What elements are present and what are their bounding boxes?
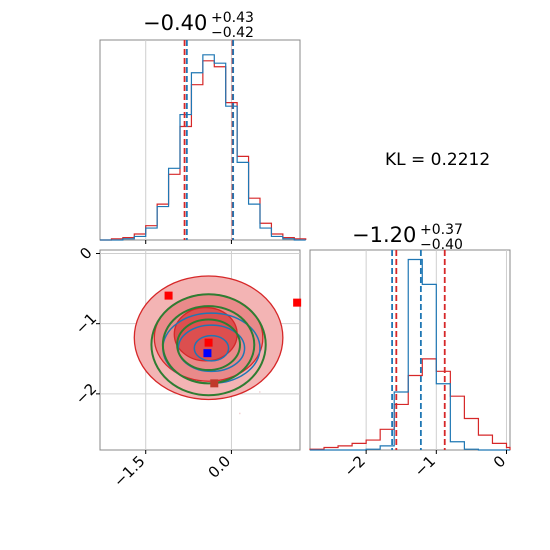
right-histogram-panel: −2 −1 0 −1.20 +0.37 −0.40	[309, 222, 511, 480]
green-contour-1	[161, 305, 256, 385]
right-title-sup: +0.37	[420, 222, 463, 238]
joint-y-tick-label-0: 0	[76, 244, 95, 263]
green-contour-0	[150, 293, 267, 397]
kl-annotation: KL = 0.2212	[385, 150, 490, 170]
top-histogram-grid	[145, 40, 232, 244]
right-x-tick-label-2: 0	[490, 452, 509, 471]
right-title-main: −1.20	[352, 223, 416, 247]
right-histogram-quantile-lines	[391, 250, 446, 450]
top-histogram-quantile-lines	[183, 40, 235, 240]
marker-square-0	[164, 291, 173, 300]
joint-x-tick-label-0: −1.5	[110, 452, 148, 490]
marker-square-3	[210, 379, 219, 388]
joint-y-tick-label-2: −2	[72, 380, 100, 408]
joint-markers	[164, 291, 302, 388]
right-x-tick-label-0: −2	[341, 452, 369, 480]
marker-square-2	[203, 349, 212, 358]
joint-x-ticks: −1.5 0.0	[110, 450, 234, 491]
top-histogram-frame	[99, 39, 301, 241]
marker-square-1	[204, 338, 213, 347]
joint-x-tick-label-1: 0.0	[205, 452, 235, 482]
scatter-point	[259, 391, 261, 393]
right-x-tick-label-1: −1	[411, 452, 439, 480]
green-contour-2	[176, 318, 241, 372]
top-title-sub: −0.42	[211, 25, 254, 41]
top-title-sup: +0.43	[211, 10, 254, 26]
right-histogram-frame	[309, 249, 511, 451]
top-title-main: −0.40	[143, 11, 207, 35]
scatter-point	[239, 412, 241, 415]
top-histogram-panel: −0.40 +0.43 −0.42	[99, 10, 307, 244]
top-histogram-blue-series	[100, 54, 306, 241]
joint-panel: 0 −1 −2 −1.5 0.0	[72, 244, 302, 491]
right-title-sub: −0.40	[420, 237, 463, 253]
joint-contours	[133, 275, 284, 401]
joint-y-ticks: 0 −1 −2	[72, 244, 100, 408]
top-histogram-series	[100, 54, 307, 241]
joint-y-tick-label-1: −1	[72, 309, 100, 337]
right-x-ticks: −2 −1 0	[341, 450, 509, 480]
marker-square-4	[293, 298, 302, 307]
right-histogram-red-series	[309, 358, 511, 450]
blue-contour-2	[193, 334, 230, 362]
